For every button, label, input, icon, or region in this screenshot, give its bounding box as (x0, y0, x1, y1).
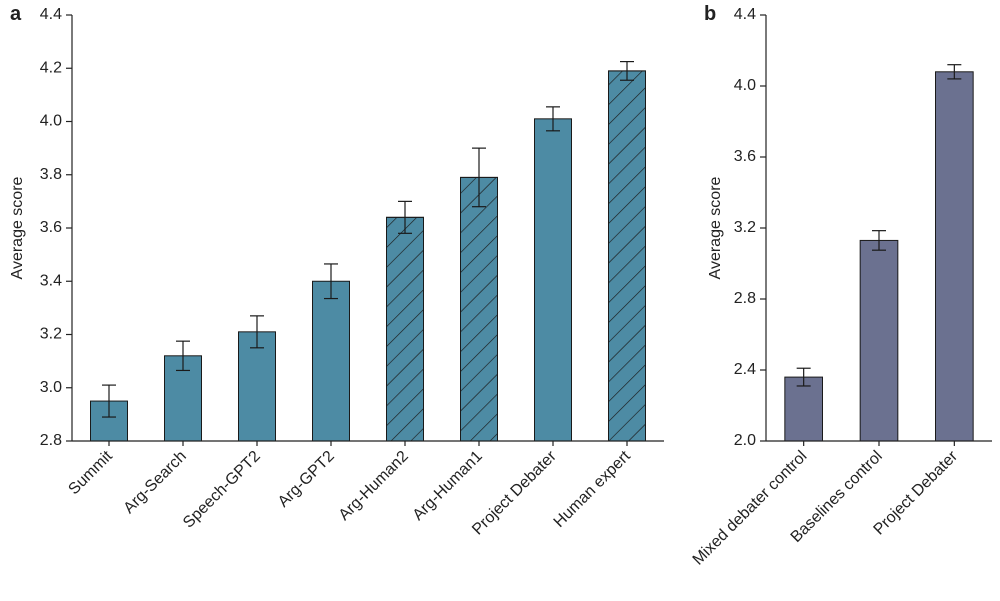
y-tick-label: 3.6 (734, 148, 756, 165)
x-tick-label: Human expert (551, 447, 634, 530)
x-tick-label: Speech-GPT2 (180, 448, 264, 532)
y-axis-label: Average score (9, 176, 26, 279)
bar-hatch (608, 70, 646, 442)
x-tick-label: Arg-Human2 (336, 448, 412, 524)
bar (534, 118, 572, 442)
panel-label: a (10, 3, 22, 25)
bar-hatch (460, 176, 498, 442)
y-tick-label: 2.0 (734, 432, 756, 449)
y-tick-label: 2.8 (40, 432, 62, 449)
y-tick-label: 4.2 (40, 59, 62, 76)
y-tick-label: 2.4 (734, 361, 756, 378)
bar-hatch (386, 216, 424, 442)
y-tick-label: 3.0 (40, 379, 62, 396)
x-tick-label: Arg-Human1 (410, 448, 486, 524)
y-tick-label: 3.2 (40, 326, 62, 343)
y-tick-label: 2.8 (734, 290, 756, 307)
x-tick-label: Arg-GPT2 (275, 448, 338, 511)
y-tick-label: 4.4 (734, 6, 756, 23)
bar (935, 71, 974, 442)
y-tick-label: 3.8 (40, 166, 62, 183)
y-tick-label: 4.0 (734, 77, 756, 94)
y-tick-label: 3.6 (40, 219, 62, 236)
y-axis-label: Average score (707, 176, 724, 279)
x-tick-label: Summit (65, 447, 116, 498)
y-tick-label: 3.2 (734, 219, 756, 236)
y-tick-label: 4.4 (40, 6, 62, 23)
x-tick-label: Arg-Search (121, 448, 190, 517)
bar (312, 280, 350, 442)
bar (859, 239, 899, 442)
bar (784, 376, 823, 442)
y-tick-label: 3.4 (40, 272, 62, 289)
y-tick-label: 4.0 (40, 113, 62, 130)
x-tick-label: Mixed debater control (690, 448, 811, 569)
bar (238, 331, 276, 442)
panel-label: b (704, 3, 716, 25)
